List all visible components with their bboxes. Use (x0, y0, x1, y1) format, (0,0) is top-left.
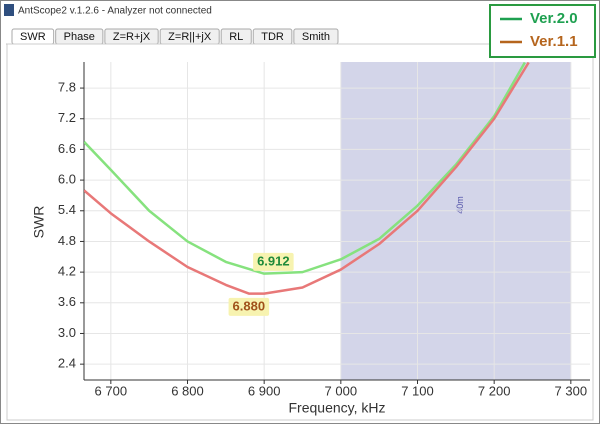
x-axis-label: Frequency, kHz (289, 400, 386, 416)
band (340, 62, 571, 380)
band-label: 40m (455, 196, 465, 214)
annotation: 6.880 (233, 298, 266, 313)
y-tick-label: 3.0 (58, 325, 76, 340)
y-tick-label: 4.8 (58, 233, 76, 248)
window-title: AntScope2 v.1.2.6 - Analyzer not connect… (18, 6, 212, 17)
y-tick-label: 7.2 (58, 110, 76, 125)
y-tick-label: 3.6 (58, 294, 76, 309)
legend-label: Ver.2.0 (530, 10, 578, 27)
annotation-bg (253, 252, 294, 271)
y-tick-label: 6.0 (58, 172, 76, 187)
tab-label[interactable]: TDR (261, 31, 284, 43)
tab[interactable]: Z=R+jX (104, 28, 159, 45)
tab-bar: SWR Phase Z=R+jX Z=R||+jX RL TDR Smith (11, 28, 339, 45)
legend-label: Ver.1.1 (530, 33, 578, 50)
tab-label[interactable]: RL (229, 31, 243, 43)
tab[interactable]: SWR (11, 28, 55, 45)
tab-label[interactable]: SWR (20, 31, 46, 43)
y-tick-label: 6.6 (58, 141, 76, 156)
series-line (84, 62, 530, 295)
plot: 40m 2.4 3.0 3.6 4.2 4.8 5.4 6.0 6.6 7.2 7.8 6 700 6 … (31, 62, 590, 416)
x-tick-label: 6 900 (248, 383, 281, 398)
tab-label[interactable]: Phase (64, 31, 95, 43)
x-tick-label: 6 800 (171, 383, 204, 398)
tab[interactable]: TDR (252, 28, 293, 45)
x-tick-label: 6 700 (95, 383, 128, 398)
tab-label[interactable]: Z=R+jX (113, 31, 151, 43)
tab[interactable]: Smith (293, 28, 339, 45)
y-axis-label: SWR (31, 206, 47, 239)
tab[interactable]: Phase (55, 28, 104, 45)
legend: Ver.2.0 Ver.1.1 (500, 10, 578, 50)
tab[interactable]: RL (220, 28, 252, 45)
x-tick-label: 7 200 (478, 383, 511, 398)
tab-label[interactable]: Smith (302, 31, 330, 43)
x-tick-label: 7 100 (401, 383, 434, 398)
annotation: 6.912 (257, 253, 290, 268)
tab-label[interactable]: Z=R||+jX (168, 31, 212, 43)
y-tick-label: 2.4 (58, 356, 76, 371)
series-line (84, 62, 526, 275)
x-tick-label: 7 300 (555, 383, 588, 398)
x-tick-label: 7 000 (325, 383, 358, 398)
y-tick-label: 5.4 (58, 202, 76, 217)
legend-box (489, 4, 596, 58)
y-tick-label: 7.8 (58, 80, 76, 95)
y-tick-label: 4.2 (58, 264, 76, 279)
app-icon (4, 4, 14, 16)
annotation-bg (228, 297, 270, 316)
tab[interactable]: Z=R||+jX (159, 28, 220, 45)
